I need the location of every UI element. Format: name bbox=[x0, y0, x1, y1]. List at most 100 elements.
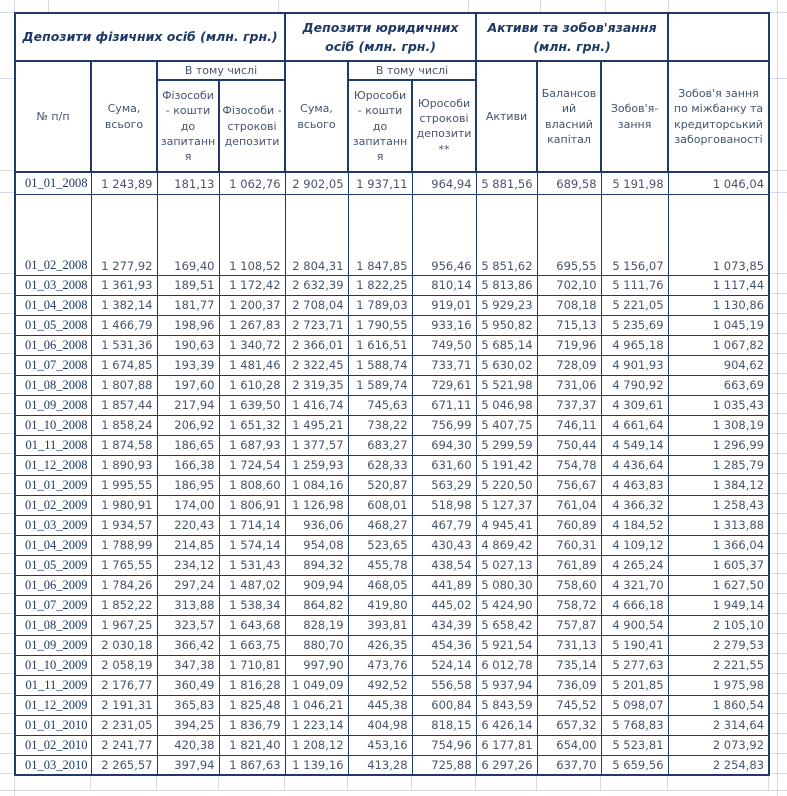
value-cell[interactable]: 5 685,14 bbox=[475, 334, 538, 356]
value-cell[interactable]: 1 858,24 bbox=[90, 414, 158, 436]
value-cell[interactable]: 628,33 bbox=[347, 454, 413, 476]
date-cell[interactable]: 01_03_2010 bbox=[14, 754, 92, 776]
value-cell[interactable]: 468,27 bbox=[347, 514, 413, 536]
value-cell[interactable]: 5 768,83 bbox=[600, 714, 669, 736]
value-cell[interactable]: 4 945,41 bbox=[475, 514, 538, 536]
col-header-assets[interactable]: Активи bbox=[475, 59, 539, 174]
value-cell[interactable]: 5 843,59 bbox=[475, 694, 538, 716]
value-cell[interactable]: 5 046,98 bbox=[475, 394, 538, 416]
col-header-fiz-term[interactable]: Фізособи - строкові депозити bbox=[217, 79, 287, 174]
value-cell[interactable]: 1 285,79 bbox=[667, 454, 770, 476]
value-cell[interactable]: 174,00 bbox=[156, 494, 220, 516]
value-cell[interactable]: 5 950,82 bbox=[475, 314, 538, 336]
value-cell[interactable]: 1 172,42 bbox=[218, 274, 286, 296]
value-cell[interactable]: 234,12 bbox=[156, 554, 220, 576]
value-cell[interactable]: 1 967,25 bbox=[90, 614, 158, 636]
value-cell[interactable]: 1 296,99 bbox=[667, 434, 770, 456]
value-cell[interactable]: 453,16 bbox=[347, 734, 413, 756]
value-cell[interactable]: 1 259,93 bbox=[284, 454, 349, 476]
value-cell[interactable]: 1 765,55 bbox=[90, 554, 158, 576]
value-cell[interactable]: 631,60 bbox=[411, 454, 477, 476]
value-cell[interactable]: 4 900,54 bbox=[600, 614, 669, 636]
value-cell[interactable]: 5 027,13 bbox=[475, 554, 538, 576]
value-cell[interactable]: 909,94 bbox=[284, 574, 349, 596]
value-cell[interactable]: 518,98 bbox=[411, 494, 477, 516]
value-cell[interactable]: 4 549,14 bbox=[600, 434, 669, 456]
value-cell[interactable]: 1 867,63 bbox=[218, 754, 286, 776]
value-cell[interactable]: 366,42 bbox=[156, 634, 220, 656]
value-cell[interactable]: 608,01 bbox=[347, 494, 413, 516]
value-cell[interactable]: 1 822,25 bbox=[347, 274, 413, 296]
value-cell[interactable]: 186,95 bbox=[156, 474, 220, 496]
value-cell[interactable]: 1 980,91 bbox=[90, 494, 158, 516]
value-cell[interactable]: 426,35 bbox=[347, 634, 413, 656]
date-cell[interactable]: 01_05_2009 bbox=[14, 554, 92, 576]
value-cell[interactable]: 404,98 bbox=[347, 714, 413, 736]
value-cell[interactable]: 729,61 bbox=[411, 374, 477, 396]
value-cell[interactable]: 220,43 bbox=[156, 514, 220, 536]
value-cell[interactable]: 4 109,12 bbox=[600, 534, 669, 556]
value-cell[interactable]: 393,81 bbox=[347, 614, 413, 636]
value-cell[interactable]: 445,38 bbox=[347, 694, 413, 716]
date-cell[interactable]: 01_10_2008 bbox=[14, 414, 92, 436]
value-cell[interactable]: 4 661,64 bbox=[600, 414, 669, 436]
value-cell[interactable]: 5 190,41 bbox=[600, 634, 669, 656]
value-cell[interactable]: 1 806,91 bbox=[218, 494, 286, 516]
value-cell[interactable]: 715,13 bbox=[536, 314, 602, 336]
value-cell[interactable]: 694,30 bbox=[411, 434, 477, 456]
value-cell[interactable]: 1 267,83 bbox=[218, 314, 286, 336]
value-cell[interactable]: 190,63 bbox=[156, 334, 220, 356]
value-cell[interactable]: 5 921,54 bbox=[475, 634, 538, 656]
date-cell[interactable]: 01_11_2009 bbox=[14, 674, 92, 696]
value-cell[interactable]: 1 605,37 bbox=[667, 554, 770, 576]
value-cell[interactable]: 1 466,79 bbox=[90, 314, 158, 336]
value-cell[interactable]: 2 279,53 bbox=[667, 634, 770, 656]
value-cell[interactable]: 725,88 bbox=[411, 754, 477, 776]
value-cell[interactable]: 1 139,16 bbox=[284, 754, 349, 776]
date-cell[interactable]: 01_03_2009 bbox=[14, 514, 92, 536]
value-cell[interactable]: 5 156,07 bbox=[600, 193, 669, 276]
date-cell[interactable]: 01_08_2009 bbox=[14, 614, 92, 636]
value-cell[interactable]: 933,16 bbox=[411, 314, 477, 336]
value-cell[interactable]: 214,85 bbox=[156, 534, 220, 556]
value-cell[interactable]: 754,96 bbox=[411, 734, 477, 756]
date-cell[interactable]: 01_12_2008 bbox=[14, 454, 92, 476]
col-header-interbank-liabilities[interactable]: Зобов'я зання по міжбанку та кредиторськ… bbox=[667, 59, 771, 174]
value-cell[interactable]: 756,67 bbox=[536, 474, 602, 496]
value-cell[interactable]: 1 639,50 bbox=[218, 394, 286, 416]
value-cell[interactable]: 1 890,93 bbox=[90, 454, 158, 476]
value-cell[interactable]: 719,96 bbox=[536, 334, 602, 356]
value-cell[interactable]: 5 424,90 bbox=[475, 594, 538, 616]
value-cell[interactable]: 880,70 bbox=[284, 634, 349, 656]
value-cell[interactable]: 523,65 bbox=[347, 534, 413, 556]
value-cell[interactable]: 413,28 bbox=[347, 754, 413, 776]
value-cell[interactable]: 654,00 bbox=[536, 734, 602, 756]
value-cell[interactable]: 637,70 bbox=[536, 754, 602, 776]
value-cell[interactable]: 2 804,31 bbox=[284, 193, 349, 276]
date-cell[interactable]: 01_11_2008 bbox=[14, 434, 92, 456]
value-cell[interactable]: 964,94 bbox=[411, 171, 477, 195]
value-cell[interactable]: 397,94 bbox=[156, 754, 220, 776]
value-cell[interactable]: 2 708,04 bbox=[284, 294, 349, 316]
value-cell[interactable]: 1 852,22 bbox=[90, 594, 158, 616]
value-cell[interactable]: 1 046,04 bbox=[667, 171, 770, 195]
value-cell[interactable]: 936,06 bbox=[284, 514, 349, 536]
value-cell[interactable]: 657,32 bbox=[536, 714, 602, 736]
value-cell[interactable]: 1 627,50 bbox=[667, 574, 770, 596]
value-cell[interactable]: 467,79 bbox=[411, 514, 477, 536]
value-cell[interactable]: 1 934,57 bbox=[90, 514, 158, 536]
date-cell[interactable]: 01_01_2009 bbox=[14, 474, 92, 496]
value-cell[interactable]: 197,60 bbox=[156, 374, 220, 396]
value-cell[interactable]: 760,89 bbox=[536, 514, 602, 536]
value-cell[interactable]: 524,14 bbox=[411, 654, 477, 676]
value-cell[interactable]: 1 384,12 bbox=[667, 474, 770, 496]
value-cell[interactable]: 445,02 bbox=[411, 594, 477, 616]
value-cell[interactable]: 473,76 bbox=[347, 654, 413, 676]
value-cell[interactable]: 4 366,32 bbox=[600, 494, 669, 516]
value-cell[interactable]: 520,87 bbox=[347, 474, 413, 496]
value-cell[interactable]: 556,58 bbox=[411, 674, 477, 696]
value-cell[interactable]: 864,82 bbox=[284, 594, 349, 616]
date-cell[interactable]: 01_02_2008 bbox=[14, 193, 92, 276]
value-cell[interactable]: 997,90 bbox=[284, 654, 349, 676]
value-cell[interactable]: 708,18 bbox=[536, 294, 602, 316]
